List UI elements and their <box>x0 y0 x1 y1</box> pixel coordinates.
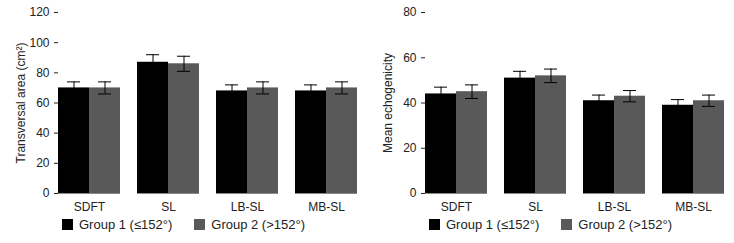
svg-text:60: 60 <box>403 51 417 65</box>
svg-text:0: 0 <box>43 186 50 200</box>
svg-text:100: 100 <box>29 36 49 50</box>
html-text:Group 2 (>152°): Group 2 (>152°) <box>578 217 672 232</box>
svg-text:0: 0 <box>410 186 417 200</box>
svg-text:MB-SL: MB-SL <box>675 200 712 214</box>
svg-text:40: 40 <box>403 96 417 110</box>
html-text:Group 2 (>152°): Group 2 (>152°) <box>211 217 305 232</box>
svg-text:20: 20 <box>36 156 50 170</box>
svg-text:LB-SL: LB-SL <box>231 200 265 214</box>
svg-text:Transversal area (cm²): Transversal area (cm²) <box>14 43 28 164</box>
svg-text:SDFT: SDFT <box>441 200 473 214</box>
svg-text:40: 40 <box>36 126 50 140</box>
svg-text:80: 80 <box>36 66 50 80</box>
svg-text:MB-SL: MB-SL <box>308 200 345 214</box>
svg-text:SDFT: SDFT <box>74 200 106 214</box>
html-text:Group 1 (≤152°): Group 1 (≤152°) <box>79 217 173 232</box>
svg-text:LB-SL: LB-SL <box>598 200 632 214</box>
svg-text:80: 80 <box>403 5 417 19</box>
svg-text:120: 120 <box>29 5 49 19</box>
svg-text:Mean echogenicity: Mean echogenicity <box>381 53 395 153</box>
html-text:Group 1 (≤152°): Group 1 (≤152°) <box>446 217 540 232</box>
svg-text:SL: SL <box>528 200 543 214</box>
svg-text:60: 60 <box>36 96 50 110</box>
svg-text:20: 20 <box>403 141 417 155</box>
svg-text:SL: SL <box>161 200 176 214</box>
